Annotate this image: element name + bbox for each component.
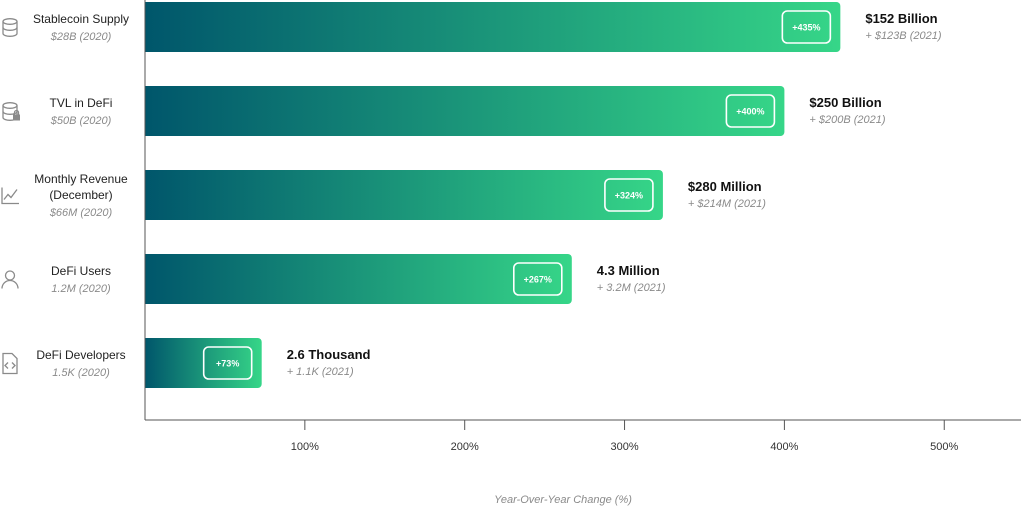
- bar-row: TVL in DeFi $50B (2020) +400% $250 Billion +…: [2, 86, 886, 136]
- percent-badge: [512, 262, 563, 296]
- percent-badge: [781, 10, 832, 44]
- added-value-label: + 3.2M (2021): [597, 282, 666, 294]
- x-tick-label: 300%: [610, 441, 638, 453]
- x-tick-label: 400%: [770, 441, 798, 453]
- category-label: Stablecoin Supply: [33, 12, 129, 26]
- bar-row: DeFi Users 1.2M (2020) +267% 4.3 Million + 3…: [1, 254, 666, 304]
- percent-badge: [202, 346, 253, 380]
- database-icon: [2, 18, 18, 37]
- current-value-label: 4.3 Million: [597, 263, 660, 278]
- current-value-label: 2.6 Thousand: [287, 347, 371, 362]
- user-icon: [1, 270, 19, 289]
- category-baseline: $50B (2020): [50, 115, 112, 127]
- added-value-label: + $214M (2021): [688, 198, 766, 210]
- x-axis-title: Year-Over-Year Change (%): [494, 494, 632, 506]
- bar-row: Monthly Revenue (December) $66M (2020) +324…: [1, 170, 766, 220]
- bar: [145, 170, 663, 220]
- current-value-label: $152 Billion: [865, 11, 937, 26]
- percent-badge-label: +400%: [736, 107, 764, 117]
- x-tick-label: 100%: [291, 441, 319, 453]
- code-file-icon: [2, 352, 18, 375]
- current-value-label: $250 Billion: [809, 95, 881, 110]
- bar: [145, 2, 841, 52]
- percent-badge: [604, 178, 654, 212]
- category-baseline: $66M (2020): [49, 207, 113, 219]
- percent-badge-label: +435%: [792, 23, 820, 33]
- database-lock-icon: [2, 102, 20, 121]
- percent-badge-label: +324%: [615, 191, 643, 201]
- category-baseline: 1.2M (2020): [51, 283, 111, 295]
- added-value-label: + $123B (2021): [865, 30, 941, 42]
- category-label: Monthly Revenue: [34, 172, 128, 186]
- added-value-label: + 1.1K (2021): [287, 366, 354, 378]
- x-tick-label: 200%: [451, 441, 479, 453]
- percent-badge: [725, 94, 776, 128]
- bar: [145, 254, 572, 304]
- current-value-label: $280 Million: [688, 179, 762, 194]
- line-chart-icon: [1, 187, 19, 205]
- percent-badge-label: +267%: [524, 275, 552, 285]
- bar: [145, 86, 785, 136]
- category-label: (December): [49, 188, 112, 202]
- category-label: DeFi Users: [51, 264, 111, 278]
- category-baseline: 1.5K (2020): [52, 367, 110, 379]
- category-label: DeFi Developers: [36, 348, 125, 362]
- added-value-label: + $200B (2021): [809, 114, 885, 126]
- bar-row: Stablecoin Supply $28B (2020) +435% $152 Bi…: [2, 2, 942, 52]
- x-tick-label: 500%: [930, 441, 958, 453]
- percent-badge-label: +73%: [216, 359, 239, 369]
- category-baseline: $28B (2020): [50, 31, 112, 43]
- bar-row: DeFi Developers 1.5K (2020) +73% 2.6 Thousa…: [2, 338, 371, 388]
- category-label: TVL in DeFi: [50, 96, 113, 110]
